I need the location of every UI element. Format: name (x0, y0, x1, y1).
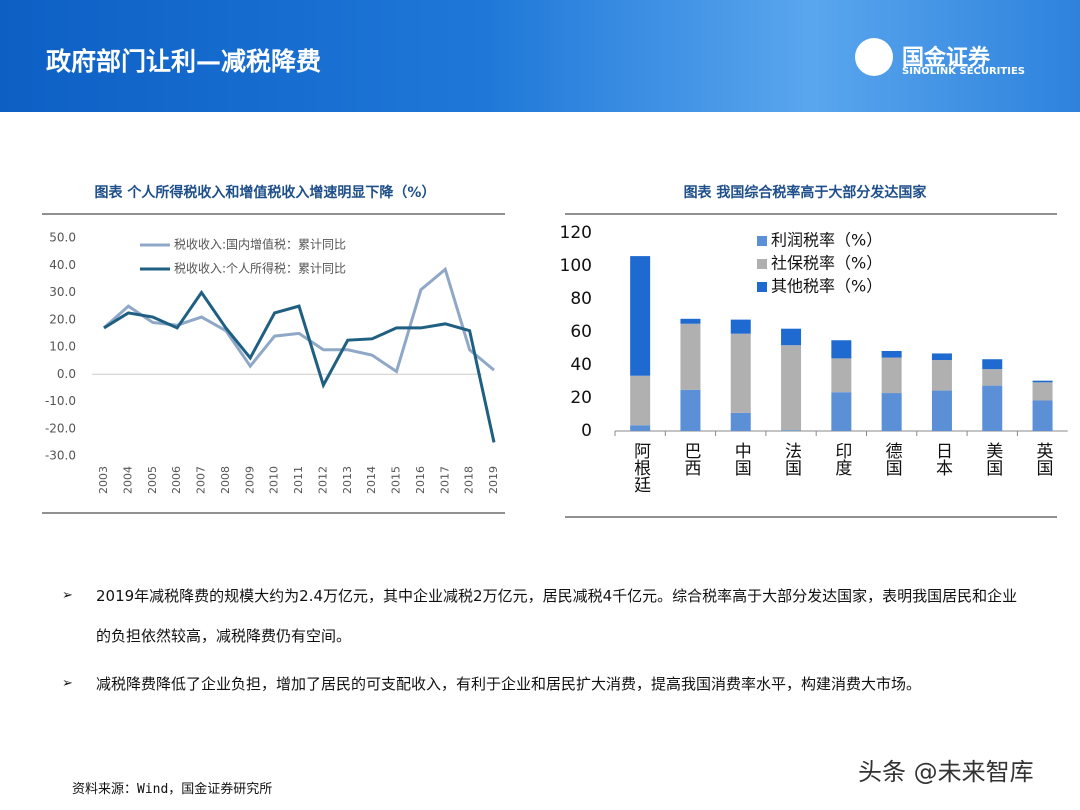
slide-title: 政府部门让利—减税降费 (46, 47, 322, 76)
logo-mark (855, 38, 893, 76)
bar-segment (831, 392, 852, 431)
y-tick-label: 50.0 (49, 231, 76, 245)
bar-segment (680, 318, 701, 324)
bar-segment (630, 256, 651, 376)
x-tick-label: 2006 (170, 466, 183, 494)
bullet-arrow: ➢ (62, 588, 73, 603)
legend-label: 税收收入:个人所得税：累计同比 (174, 261, 346, 276)
bar-segment (781, 345, 802, 431)
bar-segment (881, 357, 902, 394)
y-tick-label: -20.0 (45, 421, 76, 435)
legend-label: 社保税率（%） (771, 254, 882, 273)
x-tick-label: 阿根廷 (630, 442, 651, 493)
bar-segment (881, 350, 902, 358)
chart-title: 图表 个人所得税收入和增值税收入增速明显下降（%） (95, 184, 436, 201)
y-tick-label: 20 (570, 388, 592, 408)
legend-swatch (757, 236, 767, 246)
bar-segment (982, 369, 1003, 386)
logo-sub: SINOLINK SECURITIES (902, 66, 1025, 77)
x-tick-label: 2010 (268, 466, 281, 494)
x-tick-label: 2017 (438, 466, 451, 494)
x-tick-label: 2018 (463, 466, 476, 494)
y-tick-label: 120 (560, 223, 592, 243)
bar-segment (982, 385, 1003, 431)
x-tick-label: 2008 (219, 466, 232, 494)
x-tick-label: 日本 (932, 442, 953, 476)
y-tick-label: 0.0 (57, 367, 76, 381)
bar-segment (680, 389, 701, 431)
legend-label: 税收收入:国内增值税：累计同比 (174, 237, 346, 252)
bullet-arrow: ➢ (62, 676, 73, 691)
x-tick-label: 印度 (831, 442, 852, 476)
bar-segment (1032, 400, 1053, 431)
bullet-text: 减税降费降低了企业负担，增加了居民的可支配收入，有利于企业和居民扩大消费，提高我… (96, 675, 922, 693)
y-tick-label: 40 (570, 355, 592, 375)
x-tick-label: 2016 (414, 466, 427, 494)
bar-segment (931, 390, 952, 431)
watermark: 头条 @未来智库 (858, 758, 1034, 786)
bar-segment (630, 375, 651, 426)
y-tick-label: 30.0 (49, 285, 76, 299)
line (103, 289, 496, 443)
x-tick-label: 2013 (341, 466, 354, 494)
bar-segment (1032, 380, 1053, 383)
bar-segment (831, 340, 852, 359)
bar-segment (931, 353, 952, 361)
x-tick-label: 2012 (316, 466, 329, 494)
y-tick-label: 100 (560, 256, 592, 276)
legend-label: 其他税率（%） (771, 277, 882, 296)
x-tick-label: 美国 (982, 442, 1003, 476)
y-tick-label: 20.0 (49, 312, 76, 326)
logo-name: 国金证券 (902, 46, 991, 71)
y-tick-label: 0 (581, 421, 592, 441)
legend-label: 利润税率（%） (771, 231, 882, 250)
y-tick-label: 40.0 (49, 258, 76, 272)
header: 政府部门让利—减税降费 国金证券 SINOLINK SECURITIES (0, 0, 1080, 112)
x-tick-label: 德国 (882, 442, 903, 476)
legend-swatch (757, 282, 767, 292)
x-tick-label: 2003 (97, 466, 110, 494)
bar-segment (630, 425, 651, 431)
x-tick-label: 2005 (146, 466, 159, 494)
bar-segment (730, 319, 751, 334)
bar-segment (931, 360, 952, 391)
x-tick-label: 英国 (1033, 442, 1054, 476)
y-tick-label: 80 (570, 289, 592, 309)
bar-segment (982, 359, 1003, 370)
x-tick-label: 2011 (292, 466, 305, 494)
x-tick-label: 2015 (390, 466, 403, 494)
x-tick-label: 2019 (487, 466, 500, 494)
bar-segment (730, 412, 751, 431)
y-tick-label: -30.0 (45, 449, 76, 463)
bar-segment (881, 393, 902, 431)
x-tick-label: 中国 (731, 442, 751, 476)
chart-title: 图表 我国综合税率高于大部分发达国家 (684, 184, 928, 201)
bar-segment (781, 328, 802, 346)
source: 资料来源：Wind，国金证券研究所 (72, 782, 273, 797)
x-tick-label: 2004 (121, 466, 134, 494)
x-tick-label: 法国 (781, 442, 802, 476)
x-tick-label: 2014 (365, 466, 378, 494)
x-tick-label: 2009 (243, 466, 256, 494)
bullet-text: 2019年减税降费的规模大约为2.4万亿元，其中企业减税2万亿元，居民减税4千亿… (96, 587, 1018, 645)
x-tick-label: 2007 (195, 466, 208, 494)
bar-segment (781, 430, 802, 431)
x-tick-label: 巴西 (680, 442, 700, 476)
legend-swatch (757, 259, 767, 269)
y-tick-label: 10.0 (49, 340, 76, 354)
bar-segment (1032, 382, 1053, 401)
bar-segment (680, 323, 701, 390)
y-tick-label: 60 (570, 322, 592, 342)
bar-segment (831, 358, 852, 393)
y-tick-label: -10.0 (45, 394, 76, 408)
bar-segment (730, 333, 751, 413)
